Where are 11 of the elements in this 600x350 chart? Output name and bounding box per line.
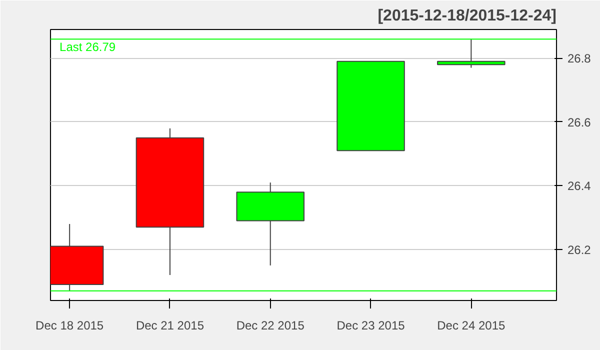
x-tick-label: Dec 21 2015 bbox=[136, 318, 204, 332]
x-tick-label: Dec 22 2015 bbox=[236, 318, 305, 332]
chart-title: [2015-12-18/2015-12-24] bbox=[378, 8, 557, 24]
y-tick-label: 26.2 bbox=[568, 242, 592, 257]
ref-line-label: Last 26.79 bbox=[60, 40, 116, 54]
y-tick-label: 26.4 bbox=[568, 179, 592, 194]
y-tick-label: 26.6 bbox=[568, 115, 592, 130]
x-tick-label: Dec 18 2015 bbox=[36, 318, 104, 332]
x-tick-label: Dec 24 2015 bbox=[437, 318, 506, 332]
y-tick-label: 26.8 bbox=[568, 52, 592, 66]
x-tick-label: Dec 23 2015 bbox=[336, 318, 406, 332]
